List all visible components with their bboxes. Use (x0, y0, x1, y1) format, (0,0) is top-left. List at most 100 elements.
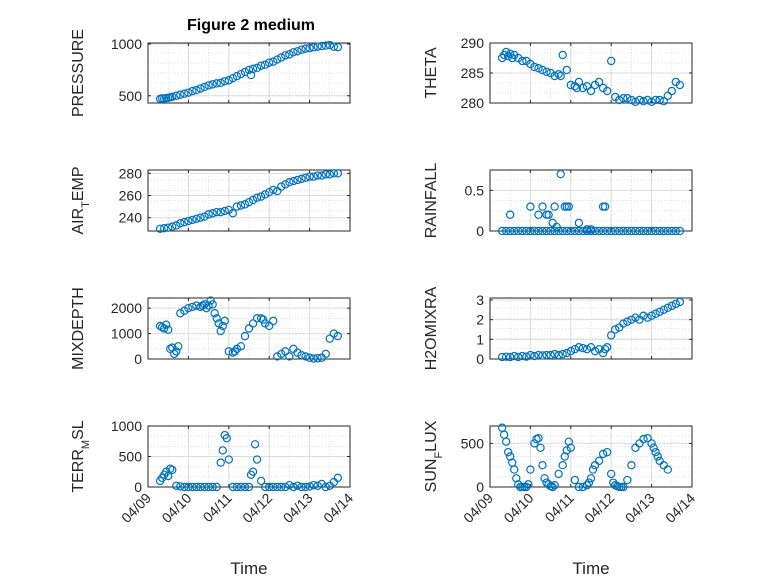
x-axis-label: Time (230, 559, 267, 578)
data-point (184, 303, 193, 313)
data-point (289, 176, 298, 186)
data-point (220, 316, 229, 326)
data-point (598, 348, 608, 358)
data-point (256, 476, 266, 486)
data-point (602, 342, 612, 352)
y-axis-label: SUNFLUX (423, 420, 445, 492)
data-point (627, 95, 636, 105)
data-point (534, 350, 543, 360)
data-point (566, 346, 576, 356)
data-point (607, 331, 616, 340)
data-point (534, 226, 543, 236)
data-point (172, 91, 181, 100)
x-tick-label: 04/13 (280, 490, 316, 526)
data-point (607, 56, 616, 66)
data-point (647, 439, 656, 448)
data-point (212, 482, 221, 492)
data-point (554, 226, 563, 236)
data-point (325, 170, 334, 179)
data-point (180, 89, 189, 98)
data-point (619, 226, 628, 236)
data-point (240, 200, 250, 209)
data-point (168, 465, 177, 475)
data-point (526, 202, 535, 211)
data-point (212, 79, 221, 88)
data-point (313, 42, 322, 51)
data-point (248, 64, 258, 74)
data-point (631, 226, 640, 236)
data-point (228, 209, 238, 218)
data-point (309, 480, 318, 490)
data-point (161, 320, 171, 329)
data-point (556, 169, 565, 179)
data-point (554, 69, 563, 79)
chart-title: Figure 2 medium (187, 17, 315, 34)
data-point (501, 226, 511, 236)
data-point (611, 226, 620, 236)
data-point (542, 350, 551, 360)
y-tick-label: 1 (476, 331, 484, 347)
data-point (594, 456, 604, 466)
data-point (212, 314, 221, 323)
data-point (273, 482, 282, 492)
data-point (248, 319, 258, 328)
data-point (526, 226, 535, 236)
y-axis-label: PRESSURE (70, 29, 87, 117)
data-point (623, 93, 632, 103)
data-point (236, 482, 246, 492)
data-point (510, 351, 519, 361)
data-point (297, 174, 306, 184)
data-point (663, 465, 672, 474)
data-point (305, 482, 314, 491)
data-point (208, 209, 217, 218)
data-point (510, 226, 519, 236)
data-point (590, 226, 600, 236)
data-point (552, 222, 561, 232)
data-point (522, 352, 531, 361)
x-tick-label: 04/10 (158, 490, 194, 526)
data-point (301, 352, 310, 361)
data-point (200, 482, 209, 492)
data-point (172, 221, 181, 230)
data-point (196, 84, 205, 93)
data-point (538, 461, 547, 470)
data-point (607, 469, 616, 479)
data-point (196, 482, 205, 492)
data-point (265, 187, 274, 197)
data-point (305, 172, 314, 181)
x-tick-label: 04/14 (662, 490, 698, 526)
data-point (639, 226, 648, 236)
data-point (506, 352, 515, 362)
data-point (256, 61, 266, 70)
data-point (522, 226, 531, 236)
data-point (260, 190, 270, 199)
data-point (675, 226, 685, 236)
data-point (651, 447, 660, 457)
data-point (180, 217, 189, 227)
data-point (611, 325, 620, 334)
y-tick-label: 500 (119, 449, 143, 465)
data-point (252, 193, 262, 202)
data-point (333, 169, 343, 178)
x-tick-label: 04/11 (200, 490, 236, 526)
data-point (574, 226, 584, 236)
data-point (530, 226, 539, 236)
data-point (325, 40, 334, 50)
data-point (647, 97, 656, 107)
data-point (635, 226, 644, 236)
data-point (269, 482, 278, 492)
data-point (586, 474, 596, 483)
data-point (558, 349, 567, 359)
data-point (653, 452, 662, 461)
data-point (501, 47, 511, 57)
axes-box (489, 297, 693, 360)
data-point (497, 352, 507, 362)
x-tick-label: 04/09 (460, 490, 496, 526)
data-point (163, 325, 173, 334)
data-point (578, 226, 588, 236)
y-tick-label: 3 (476, 292, 484, 308)
y-tick-label: 240 (119, 210, 143, 226)
data-point (518, 226, 527, 236)
data-point (273, 55, 282, 64)
